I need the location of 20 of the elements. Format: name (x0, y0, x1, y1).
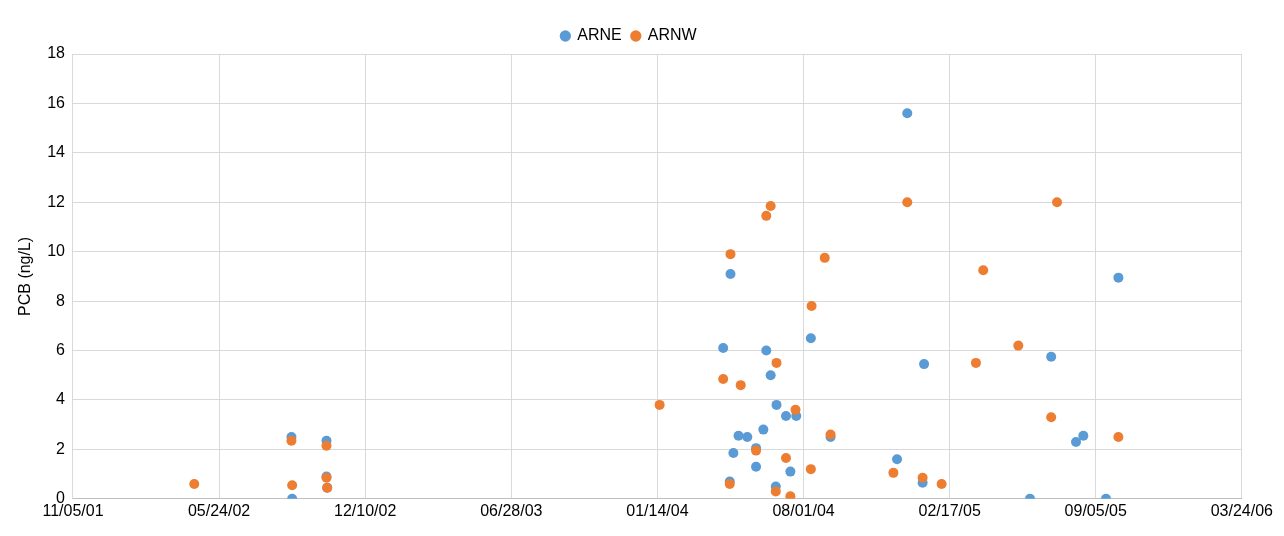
y-tick-label: 14 (47, 143, 66, 161)
y-tick-label: 8 (56, 291, 66, 309)
x-tick-label: 05/24/02 (187, 501, 251, 519)
legend-label: ARNE (577, 26, 622, 44)
y-tick-label: 2 (56, 439, 66, 457)
y-tick-label: 6 (56, 340, 66, 358)
x-tick-label: 08/01/04 (772, 501, 835, 519)
x-tick-label: 06/28/03 (480, 501, 543, 519)
x-tick-label: 09/05/05 (1064, 501, 1127, 519)
x-tick-label: 03/24/06 (1210, 501, 1274, 519)
x-tick-label: 12/10/02 (334, 501, 397, 519)
legend-label: ARNW (647, 26, 698, 44)
y-tick-label: 10 (47, 242, 66, 260)
y-axis-title: PCB (ng/L) (16, 236, 34, 316)
x-tick-label: 02/17/05 (918, 501, 981, 519)
y-tick-label: 12 (47, 192, 66, 210)
y-tick-label: 4 (56, 390, 66, 408)
y-tick-label: 18 (47, 44, 66, 62)
y-tick-label: 16 (47, 93, 66, 111)
x-tick-label: 01/14/04 (626, 501, 689, 519)
